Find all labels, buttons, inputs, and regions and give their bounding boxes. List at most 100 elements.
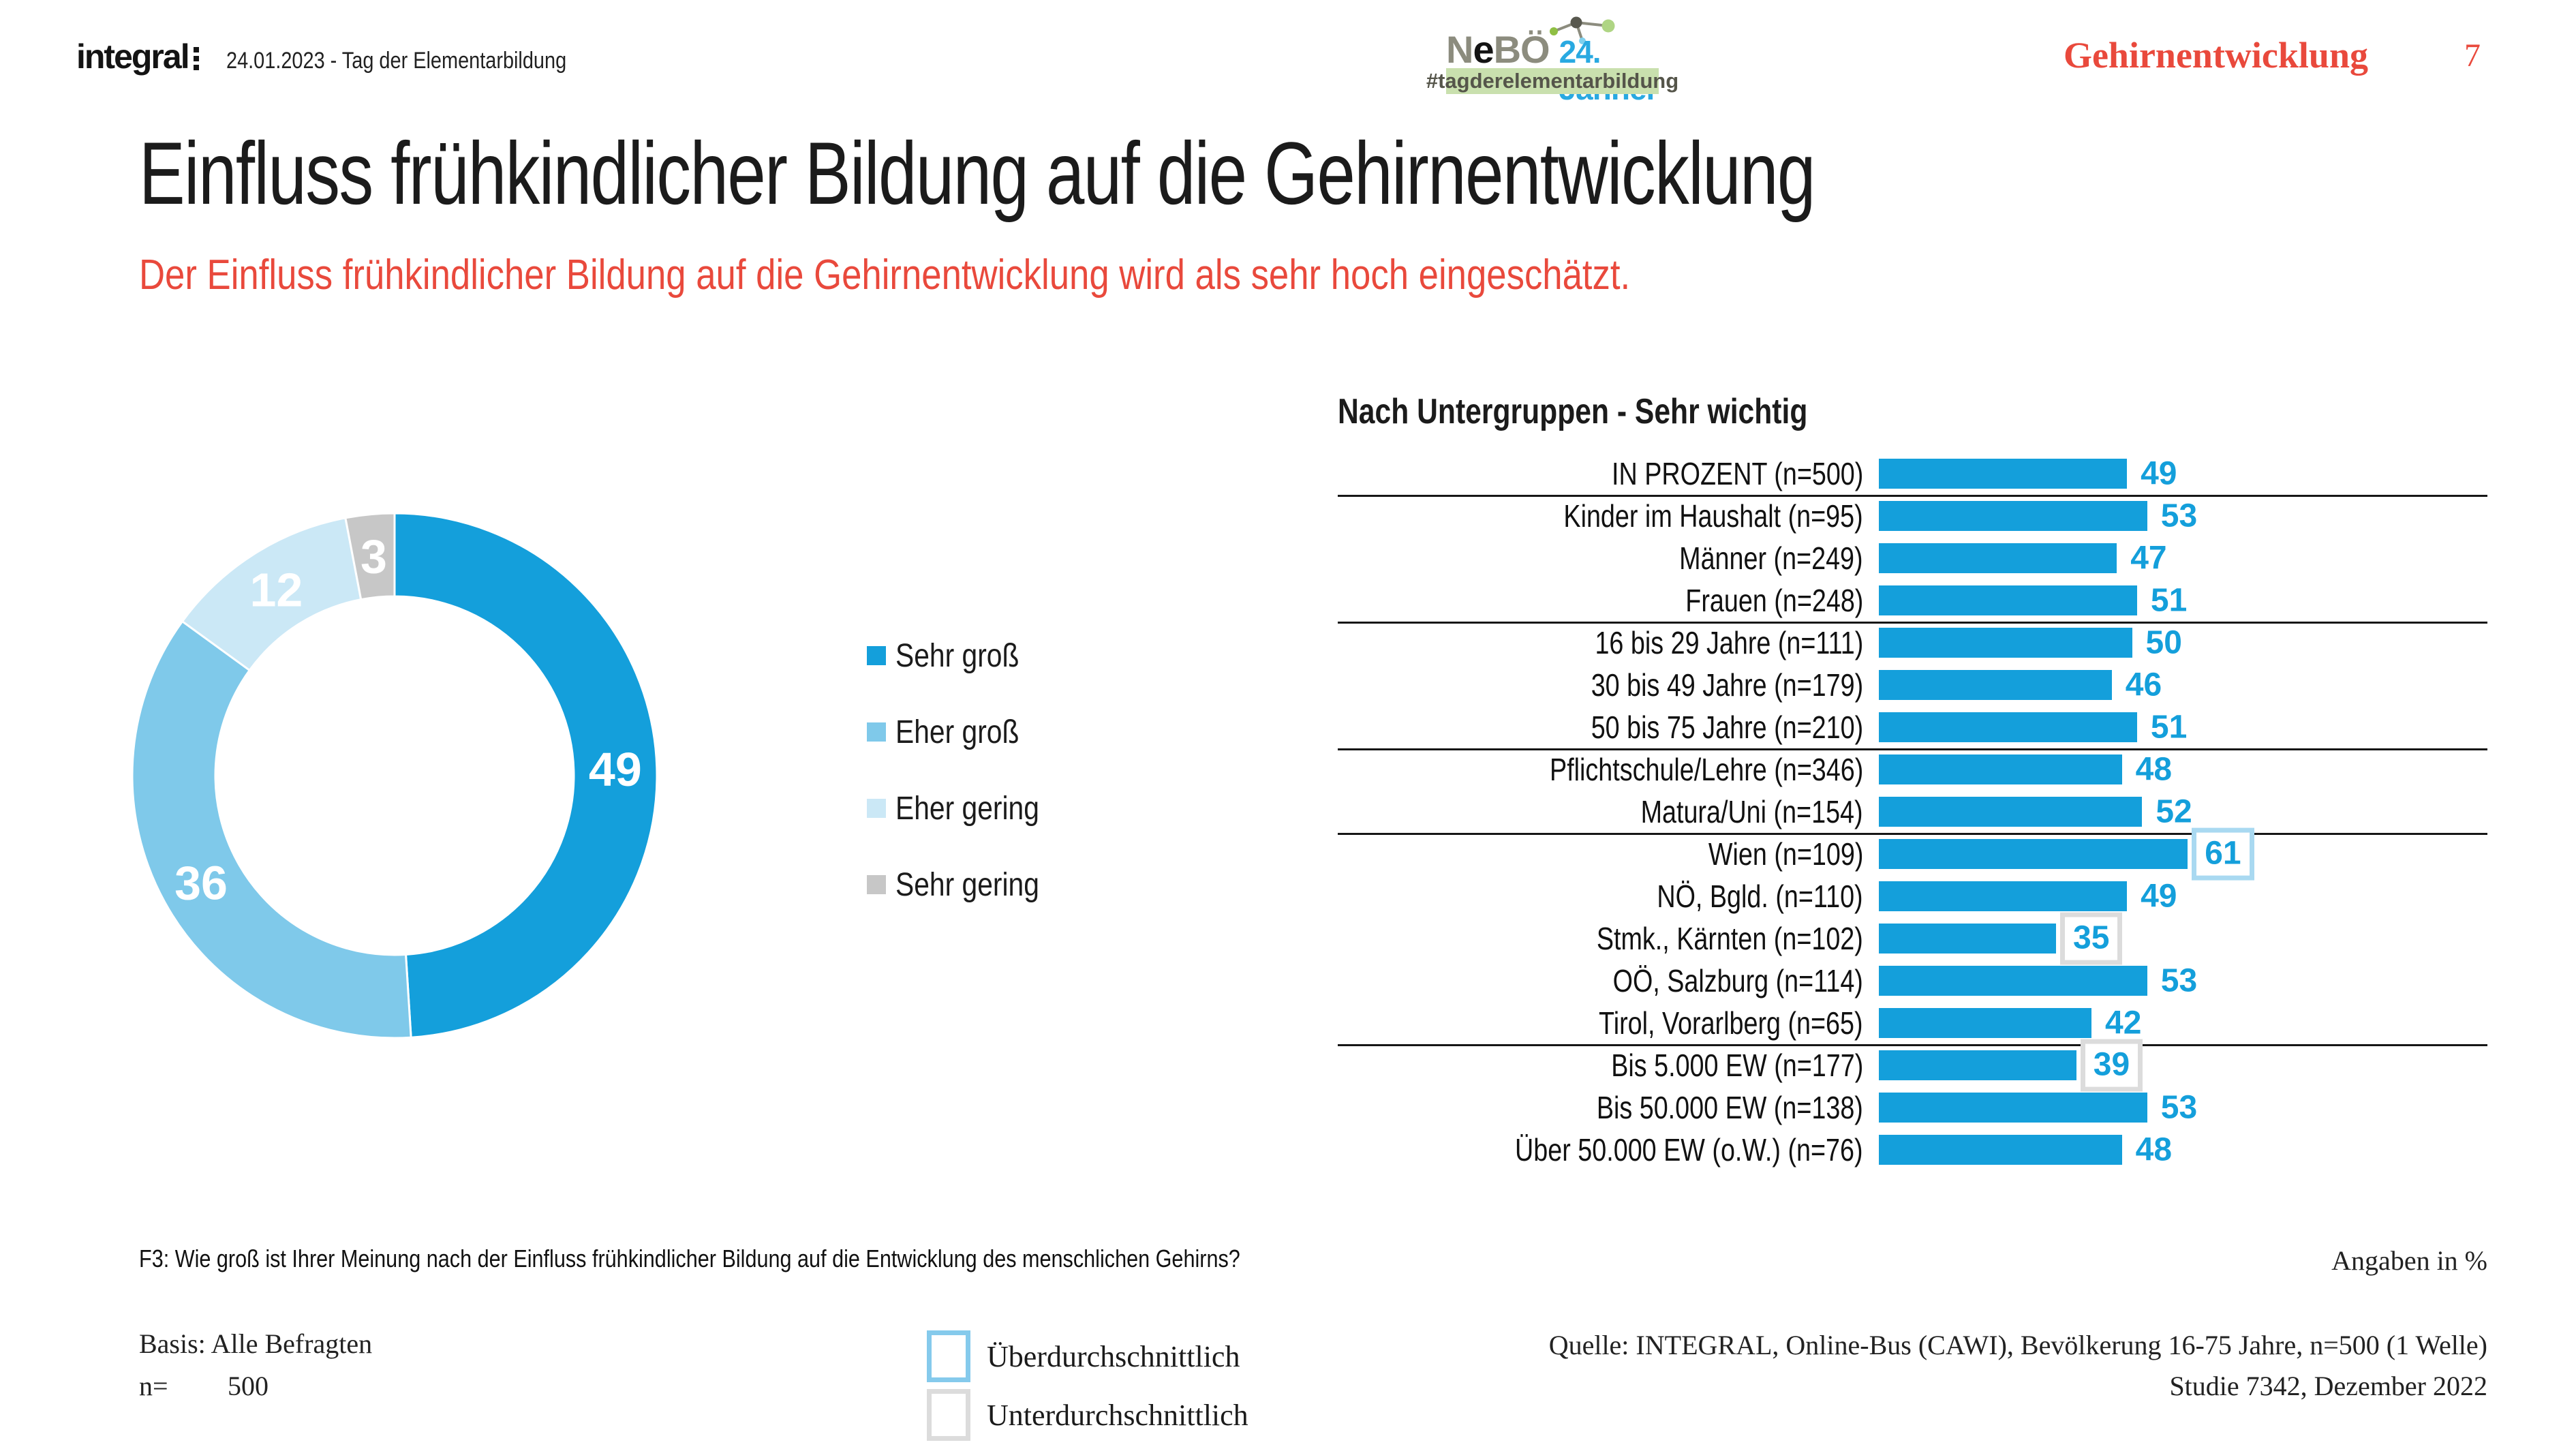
- bar-category-label: Über 50.000 EW (o.W.) (n=76): [1515, 1132, 1863, 1168]
- bar-value: 51: [2150, 582, 2188, 619]
- bar-value: 48: [2135, 751, 2173, 788]
- bar-category-label: 16 bis 29 Jahre (n=111): [1595, 625, 1863, 660]
- integral-logo-colon-icon: [193, 47, 199, 70]
- bar: [1879, 924, 2057, 954]
- bar-value: 49: [2141, 455, 2177, 492]
- bar-row: Über 50.000 EW (o.W.) (n=76) 48: [1338, 1129, 2487, 1171]
- group-separator-line: [1338, 622, 2487, 624]
- bar: [1879, 754, 2122, 784]
- donut-legend-item: Eher groß: [867, 714, 1041, 750]
- bar: [1879, 543, 2117, 573]
- bar: [1879, 459, 2128, 489]
- bar-row: 16 bis 29 Jahre (n=111) 50: [1338, 622, 2487, 664]
- bar-value: 51: [2150, 709, 2188, 746]
- donut-slice: [344, 512, 396, 601]
- bar-row: Tirol, Vorarlberg (n=65) 42: [1338, 1002, 2487, 1044]
- basis-label: Basis: Alle Befragten: [139, 1328, 373, 1359]
- bar-row: Frauen (n=248) 51: [1338, 579, 2487, 622]
- group-separator-line: [1338, 748, 2487, 750]
- bar-category-label: OÖ, Salzburg (n=114): [1612, 963, 1863, 998]
- group-separator-line: [1338, 833, 2487, 835]
- units-note: Angaben in %: [2331, 1245, 2487, 1276]
- bar-value: 52: [2156, 793, 2192, 830]
- bar-value: 50: [2145, 624, 2182, 661]
- bar-category-label: Männer (n=249): [1679, 540, 1863, 576]
- legend-label: Sehr groß: [895, 637, 1019, 674]
- n-label: n=: [139, 1371, 168, 1401]
- bar: [1879, 881, 2128, 911]
- bar: [1879, 1135, 2122, 1165]
- bar-row: NÖ, Bgld. (n=110) 49: [1338, 875, 2487, 917]
- bar: [1879, 797, 2143, 827]
- donut-legend-item: Eher gering: [867, 790, 1064, 827]
- legend-swatch-icon: [867, 646, 886, 665]
- integral-logo: integral: [76, 37, 199, 76]
- bar-value: 48: [2135, 1131, 2173, 1168]
- bar-category-label: Wien (n=109): [1708, 836, 1863, 872]
- source-line-1: Quelle: INTEGRAL, Online-Bus (CAWI), Bev…: [1548, 1330, 2487, 1360]
- bar-category-label: NÖ, Bgld. (n=110): [1657, 879, 1863, 914]
- footer-legend-label: Unterdurchschnittlich: [987, 1398, 1248, 1432]
- section-title: Gehirnentwicklung: [2063, 35, 2368, 76]
- above-average-box-icon: [927, 1330, 970, 1382]
- legend-label: Eher gering: [895, 790, 1039, 827]
- page-title: Einfluss frühkindlicher Bildung auf die …: [139, 123, 1815, 223]
- bar-row: Pflichtschule/Lehre (n=346) 48: [1338, 748, 2487, 791]
- legend-label: Sehr gering: [895, 866, 1039, 903]
- header-date: 24.01.2023 - Tag der Elementarbildung: [226, 48, 567, 74]
- bar: [1879, 839, 2188, 869]
- bar-value: 53: [2160, 1089, 2198, 1126]
- bar-value: 49: [2141, 878, 2177, 915]
- donut-legend-item: Sehr gering: [867, 866, 1064, 903]
- bar: [1879, 966, 2147, 996]
- bar: [1879, 670, 2112, 700]
- bar-row: 50 bis 75 Jahre (n=210) 51: [1338, 706, 2487, 748]
- bar-value: 53: [2160, 962, 2198, 999]
- bar-category-label: Bis 5.000 EW (n=177): [1610, 1048, 1863, 1083]
- bar-value-boxed: 39: [2080, 1039, 2143, 1092]
- donut-value-label: 3: [361, 530, 387, 583]
- below-average-box-icon: [927, 1389, 970, 1441]
- bar-row: OÖ, Salzburg (n=114) 53: [1338, 960, 2487, 1002]
- bar-value: 53: [2160, 498, 2198, 534]
- bar-category-label: Matura/Uni (n=154): [1640, 794, 1863, 829]
- donut-slice: [131, 620, 412, 1039]
- bar: [1879, 1050, 2076, 1080]
- footer-legend-label: Überdurchschnittlich: [987, 1339, 1240, 1373]
- bar-category-label: IN PROZENT (n=500): [1611, 456, 1863, 491]
- nebo-hashtag: #tagderelementarbildung: [1426, 68, 1679, 94]
- group-separator-line: [1338, 495, 2487, 497]
- bar-value: 42: [2105, 1005, 2142, 1041]
- bar-row: Männer (n=249) 47: [1338, 537, 2487, 579]
- group-separator-line: [1338, 1044, 2487, 1046]
- bar-row: Matura/Uni (n=154) 52: [1338, 791, 2487, 833]
- legend-swatch-icon: [867, 875, 886, 894]
- bar-category-label: Pflichtschule/Lehre (n=346): [1549, 752, 1863, 787]
- bar: [1879, 501, 2147, 531]
- bar-value-boxed: 35: [2060, 912, 2123, 965]
- nebo-name: NeBÖ: [1446, 28, 1550, 71]
- bar: [1879, 712, 2137, 742]
- integral-logo-text: integral: [76, 37, 190, 76]
- bar: [1879, 1093, 2147, 1123]
- bar-value: 46: [2125, 667, 2162, 703]
- bar-row: Bis 50.000 EW (n=138) 53: [1338, 1086, 2487, 1129]
- legend-swatch-icon: [867, 799, 886, 818]
- footer-legend-item: Überdurchschnittlich: [927, 1330, 1240, 1382]
- bar-chart-title: Nach Untergruppen - Sehr wichtig: [1338, 392, 1808, 431]
- bar-category-label: 50 bis 75 Jahre (n=210): [1591, 710, 1863, 745]
- bar-row: 30 bis 49 Jahre (n=179) 46: [1338, 664, 2487, 706]
- page-number: 7: [2464, 37, 2481, 74]
- nebo-logo: NeBÖ 24. Jänner #tagderelementarbildung: [1426, 11, 1679, 106]
- bar-row: Kinder im Haushalt (n=95) 53: [1338, 495, 2487, 537]
- n-value: 500: [228, 1371, 269, 1401]
- donut-value-label: 12: [249, 564, 303, 617]
- bar-category-label: Kinder im Haushalt (n=95): [1563, 498, 1863, 534]
- bar: [1879, 585, 2137, 615]
- donut-chart: 49 36 12 3: [131, 512, 658, 1039]
- bar-row: IN PROZENT (n=500) 49: [1338, 453, 2487, 495]
- page-subtitle: Der Einfluss frühkindlicher Bildung auf …: [139, 251, 1631, 299]
- bar-category-label: Bis 50.000 EW (n=138): [1596, 1090, 1863, 1125]
- donut-legend-item: Sehr groß: [867, 637, 1041, 674]
